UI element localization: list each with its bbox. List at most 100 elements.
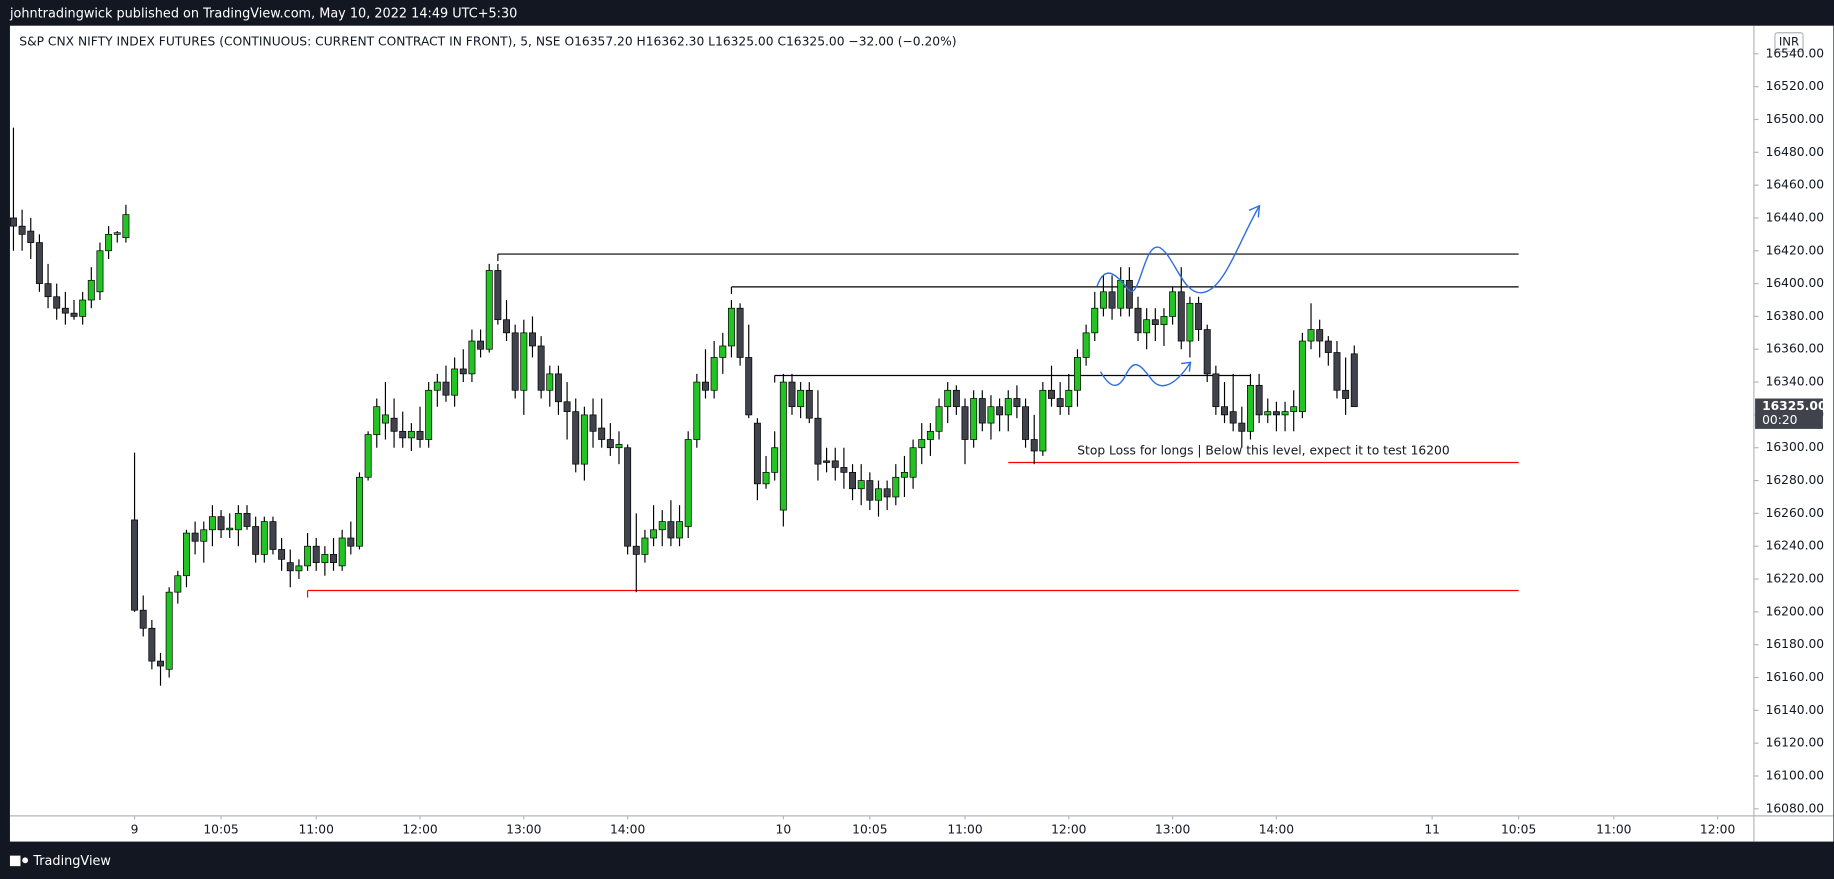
y-tick-label: 16160.00	[1766, 670, 1825, 684]
candle-body	[1298, 340, 1306, 412]
candle-body	[1056, 398, 1064, 408]
candle-body	[537, 345, 545, 391]
currency-box[interactable]	[1774, 32, 1804, 53]
candle-body	[529, 332, 536, 347]
candle-body	[684, 439, 692, 527]
y-tick-label: 16280.00	[1766, 473, 1825, 487]
candle-body	[252, 526, 260, 555]
candle-body	[753, 422, 761, 485]
candle-body	[139, 609, 147, 629]
candle-body	[79, 299, 87, 317]
candle-body	[451, 368, 459, 396]
drawing-curves	[1096, 204, 1261, 387]
candle-body	[87, 279, 95, 301]
candle-body	[1065, 389, 1073, 408]
candle-body	[312, 545, 320, 563]
candle-body	[797, 389, 805, 408]
brand: TradingView	[32, 854, 111, 869]
candle-body	[866, 480, 874, 501]
candle-body	[1264, 411, 1272, 416]
candle-body	[736, 307, 744, 358]
y-tick-label: 16380.00	[1766, 309, 1825, 323]
candle-body	[606, 439, 614, 449]
candle-body	[511, 332, 519, 391]
currency[interactable]: INR	[1779, 35, 1799, 49]
x-tick-label: 12:00	[1700, 822, 1735, 836]
candle-body	[442, 381, 450, 396]
candle-body	[1039, 389, 1047, 452]
candle-body	[338, 537, 346, 567]
last-price-box	[1755, 398, 1823, 429]
x-tick-label: 10:05	[1501, 822, 1536, 836]
y-tick-label: 16420.00	[1766, 243, 1825, 257]
candle-body	[520, 332, 528, 391]
candle-body	[1229, 411, 1237, 424]
candle-body	[148, 627, 156, 662]
candle-body	[286, 562, 294, 572]
candle-body	[961, 406, 969, 440]
candle-body	[373, 406, 381, 435]
candle-body	[347, 537, 355, 547]
candle-body	[269, 521, 277, 550]
candle-body	[494, 270, 502, 321]
y-tick-label: 16440.00	[1766, 210, 1825, 224]
candle-body	[321, 554, 329, 563]
plot: 16080.00 16100.00 16120.00 16140.00 16160.00…	[9, 46, 1827, 836]
candle-body	[477, 340, 485, 350]
candle-body	[113, 232, 121, 235]
candle-body	[44, 283, 52, 298]
candle-body	[788, 381, 796, 408]
y-tick-label: 16180.00	[1766, 637, 1825, 651]
candle-body	[572, 411, 580, 465]
candle-body	[771, 447, 779, 473]
publisher: johntradingwick published on TradingView…	[9, 7, 517, 22]
candle-body	[1195, 302, 1203, 330]
candle-body	[935, 406, 943, 432]
candle-body	[9, 217, 17, 227]
candle-body	[364, 434, 372, 478]
candle-body	[710, 357, 718, 391]
candle-body	[459, 368, 467, 375]
candle-body	[1143, 319, 1151, 334]
candle-body	[1108, 291, 1116, 309]
candle-body	[1307, 329, 1315, 342]
candle-body	[563, 401, 571, 412]
candle-body	[1099, 291, 1107, 309]
candle-body	[96, 250, 104, 293]
candle-body	[779, 381, 787, 511]
candle-body	[1212, 373, 1220, 408]
brand-logo	[9, 855, 29, 867]
x-tick-label: 11:00	[947, 822, 982, 836]
y-tick-label: 16540.00	[1766, 46, 1825, 60]
arrow-head	[1248, 204, 1261, 218]
x-tick-label: 9	[131, 822, 139, 836]
candle-body	[987, 406, 995, 424]
candle-body	[425, 389, 433, 440]
x-tick-label: 12:00	[402, 822, 437, 836]
candle-body	[1117, 279, 1125, 309]
candle-body	[208, 516, 216, 531]
candle-body	[1350, 353, 1358, 408]
candle-body	[182, 532, 190, 577]
y-tick-label: 16140.00	[1766, 703, 1825, 717]
candle-body	[589, 414, 597, 432]
candle-body	[503, 319, 510, 334]
candle-body	[468, 340, 476, 375]
candle-body	[875, 488, 882, 501]
candle-body	[381, 414, 389, 424]
candle-body	[1221, 406, 1228, 416]
candle-body	[554, 373, 562, 403]
candle-body	[546, 373, 554, 391]
candle-body	[1013, 398, 1021, 408]
projected-path	[1096, 205, 1261, 294]
y-tick-label: 16080.00	[1766, 801, 1825, 815]
candle-body	[165, 591, 173, 670]
candle-body	[304, 545, 312, 567]
candle-body	[970, 398, 978, 440]
countdown: 00:20	[1762, 413, 1797, 427]
candle-body	[1186, 302, 1194, 342]
candle-body	[840, 467, 848, 473]
candle-body	[598, 427, 606, 440]
candle-body	[1324, 340, 1332, 353]
candle-body	[926, 430, 934, 440]
